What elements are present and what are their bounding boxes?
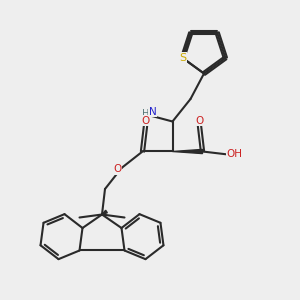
Text: H: H <box>140 115 147 125</box>
Text: N: N <box>148 107 156 117</box>
Text: O: O <box>141 116 150 126</box>
Polygon shape <box>172 149 203 154</box>
Text: OH: OH <box>226 149 243 160</box>
Text: H: H <box>142 109 149 119</box>
Text: O: O <box>195 116 204 126</box>
Polygon shape <box>102 210 107 214</box>
Text: S: S <box>179 53 186 63</box>
Text: O: O <box>113 164 121 175</box>
